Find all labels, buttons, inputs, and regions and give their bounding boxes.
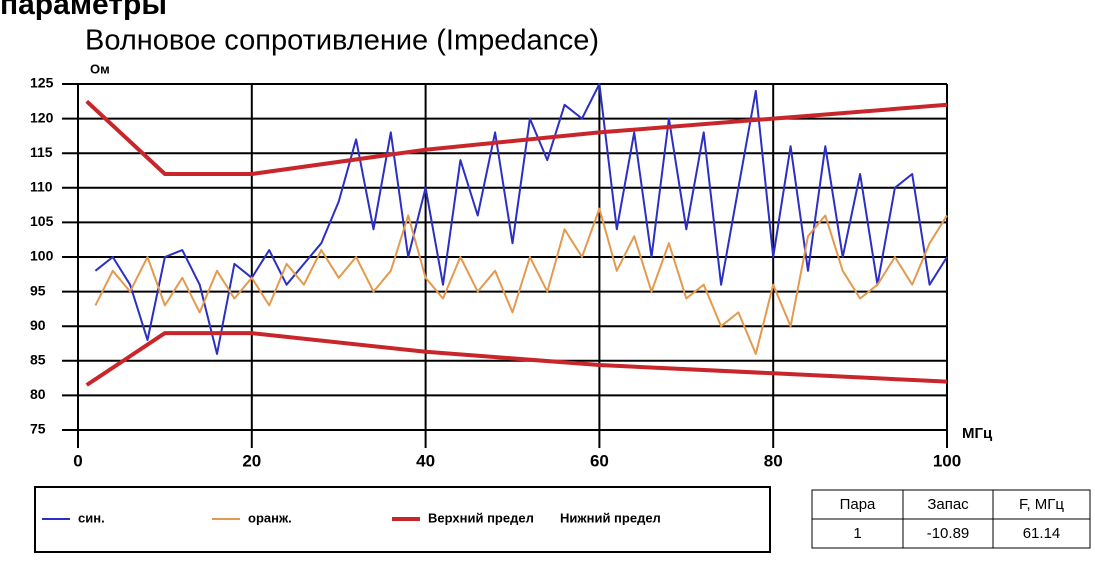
line <box>85 99 948 176</box>
x-tick-label: 20 <box>242 451 261 470</box>
legend-label: син. <box>78 510 105 525</box>
x-tick-label: 80 <box>764 451 783 470</box>
line <box>94 83 948 355</box>
y-tick-label: 100 <box>30 248 54 264</box>
y-tick-label: 95 <box>30 282 46 298</box>
line <box>85 331 948 387</box>
y-tick-label: 80 <box>30 386 46 402</box>
y-tick-label: 105 <box>30 213 54 229</box>
line <box>94 207 948 355</box>
table: Пара Запас F, МГц 1 -10.89 61.14 <box>811 489 1091 549</box>
x-tick-label: 0 <box>73 451 82 470</box>
legend-label: Нижний предел <box>560 510 661 525</box>
x-tick-label: 60 <box>590 451 609 470</box>
y-tick-label: 85 <box>30 352 46 368</box>
x-tick-label: 40 <box>416 451 435 470</box>
y-axis-label: Ом <box>90 61 110 76</box>
y-tick-label: 90 <box>30 317 46 333</box>
table-cell: -10.89 <box>927 525 970 542</box>
table-cell: 1 <box>853 525 861 542</box>
x-tick-label: 100 <box>933 451 961 470</box>
x-axis-label: МГц <box>962 425 993 442</box>
y-tick-label: 120 <box>30 109 54 125</box>
y-tick-label: 110 <box>30 179 53 195</box>
table-cell: 61.14 <box>1023 525 1061 542</box>
table-header: Пара <box>840 496 876 513</box>
y-tick-label: 115 <box>30 144 53 160</box>
table-header: F, МГц <box>1019 496 1064 513</box>
y-tick-label: 125 <box>30 75 54 91</box>
legend-label: оранж. <box>248 510 292 525</box>
legend-box <box>34 486 771 553</box>
legend-label: Верхний предел <box>428 510 534 525</box>
y-tick-label: 75 <box>30 421 46 437</box>
heading: параметры <box>0 0 167 21</box>
chart-title: Волновое сопротивление (Impedance) <box>85 25 599 57</box>
table-header: Запас <box>927 496 969 513</box>
